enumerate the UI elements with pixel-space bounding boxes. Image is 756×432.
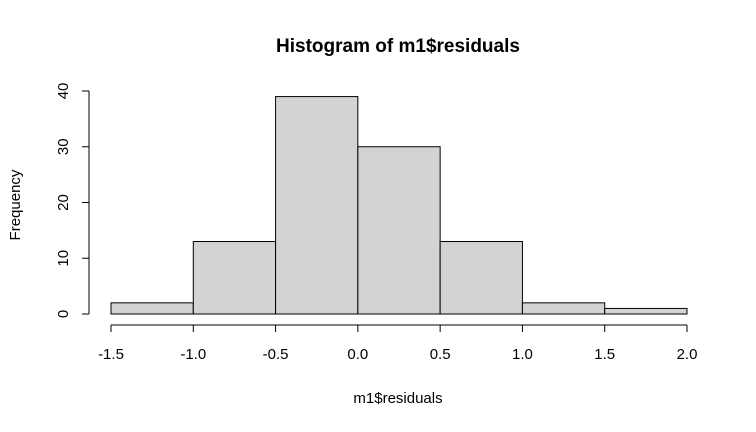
y-tick-label-4: 40 (55, 83, 72, 100)
x-tick-label-2: -0.5 (263, 346, 289, 363)
histogram-bar-4 (439, 241, 523, 315)
histogram-bar-0 (110, 302, 194, 315)
histogram-bar-2 (275, 96, 359, 315)
y-tick-label-3: 30 (55, 138, 72, 155)
x-tick-label-0: -1.5 (98, 346, 124, 363)
x-axis-label: m1$residuals (353, 390, 442, 407)
x-tick-label-6: 1.5 (594, 346, 615, 363)
y-tick-label-1: 10 (55, 250, 72, 267)
y-axis-label: Frequency (7, 169, 24, 240)
histogram-bar-3 (357, 146, 441, 315)
y-tick-label-0: 0 (55, 310, 72, 318)
x-tick-label-7: 2.0 (677, 346, 698, 363)
y-axis: 0 10 20 30 40 (55, 83, 90, 318)
y-tick-label-2: 20 (55, 194, 72, 211)
x-axis: -1.5 -1.0 -0.5 0.0 0.5 1.0 1.5 2.0 (98, 324, 698, 363)
bars-layer (110, 96, 688, 315)
x-tick-label-5: 1.0 (512, 346, 533, 363)
histogram-bar-1 (192, 241, 277, 315)
histogram-bar-6 (604, 307, 688, 315)
chart-title: Histogram of m1$residuals (276, 36, 520, 57)
x-tick-label-1: -1.0 (180, 346, 206, 363)
histogram-bar-5 (521, 302, 606, 315)
x-tick-label-4: 0.5 (430, 346, 451, 363)
x-tick-label-3: 0.0 (347, 346, 368, 363)
